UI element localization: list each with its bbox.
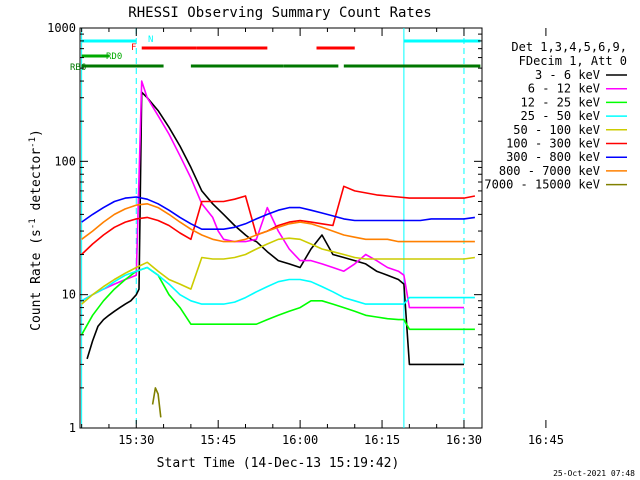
chart-title: RHESSI Observing Summary Count Rates bbox=[128, 5, 431, 21]
series-line-1 bbox=[81, 80, 464, 309]
series-line-4 bbox=[81, 237, 476, 305]
x-tick-label-3: 16:15 bbox=[364, 433, 400, 447]
legend-label-8: 7000 - 15000 keV bbox=[484, 178, 600, 192]
x-axis-label: Start Time (14-Dec-13 15:19:42) bbox=[157, 456, 400, 471]
state-bar-label-n: N bbox=[148, 35, 153, 45]
x-tick-label-5: 16:45 bbox=[528, 433, 564, 447]
legend: Det 1,3,4,5,6,9, FDecim 1, Att 0 3 - 6 k… bbox=[484, 40, 627, 192]
generated-timestamp: 25-Oct-2021 07:48 bbox=[553, 469, 635, 478]
series-line-6 bbox=[81, 196, 476, 230]
y-label-sup-1: -1 bbox=[28, 218, 38, 229]
state-bar-label-rd0: RD0 bbox=[106, 52, 122, 62]
y-tick-label-0: 1 bbox=[69, 421, 76, 435]
y-label-prefix: Count Rate (s bbox=[29, 229, 44, 331]
y-label-suffix: ) bbox=[29, 129, 44, 137]
time-markers bbox=[81, 28, 465, 428]
series-line-7 bbox=[81, 203, 475, 243]
y-axis-label: Count Rate (s-1 detector-1) bbox=[28, 129, 44, 331]
legend-label-5: 100 - 300 keV bbox=[506, 137, 600, 151]
series-line-2 bbox=[80, 266, 475, 336]
y-tick-label-3: 1000 bbox=[47, 21, 76, 35]
series-lines bbox=[80, 80, 476, 418]
y-label-sup-2: -1 bbox=[28, 137, 38, 148]
series-line-3 bbox=[81, 266, 475, 305]
legend-label-2: 12 - 25 keV bbox=[521, 95, 600, 109]
legend-label-0: 3 - 6 keV bbox=[535, 68, 600, 82]
legend-label-7: 800 - 7000 keV bbox=[499, 164, 600, 178]
plot-frame bbox=[79, 27, 483, 429]
legend-header-2: FDecim 1, Att 0 bbox=[519, 54, 627, 68]
series-line-0 bbox=[86, 91, 464, 366]
axes: 15:30 15:45 16:00 16:15 16:30 16:45 1 10 100 1000 bbox=[47, 21, 564, 447]
series-line-5 bbox=[81, 185, 476, 256]
legend-label-4: 50 - 100 keV bbox=[513, 123, 600, 137]
plot-area bbox=[79, 27, 483, 429]
x-tick-label-0: 15:30 bbox=[118, 433, 154, 447]
state-bar-label-rb6: RB6 bbox=[70, 63, 86, 73]
legend-label-6: 300 - 800 keV bbox=[506, 150, 600, 164]
state-bars: N F RD0 RB6 bbox=[70, 35, 481, 73]
x-tick-label-4: 16:30 bbox=[446, 433, 482, 447]
legend-header-1: Det 1,3,4,5,6,9, bbox=[511, 40, 627, 54]
y-tick-label-2: 100 bbox=[54, 154, 76, 168]
x-tick-label-2: 16:00 bbox=[282, 433, 318, 447]
series-line-8 bbox=[151, 387, 162, 418]
state-bar-label-f: F bbox=[131, 43, 136, 53]
legend-label-3: 25 - 50 keV bbox=[521, 109, 600, 123]
y-label-mid: detector bbox=[29, 148, 44, 219]
x-tick-label-1: 15:45 bbox=[200, 433, 236, 447]
legend-label-1: 6 - 12 keV bbox=[528, 82, 600, 96]
y-tick-label-1: 10 bbox=[62, 288, 76, 302]
